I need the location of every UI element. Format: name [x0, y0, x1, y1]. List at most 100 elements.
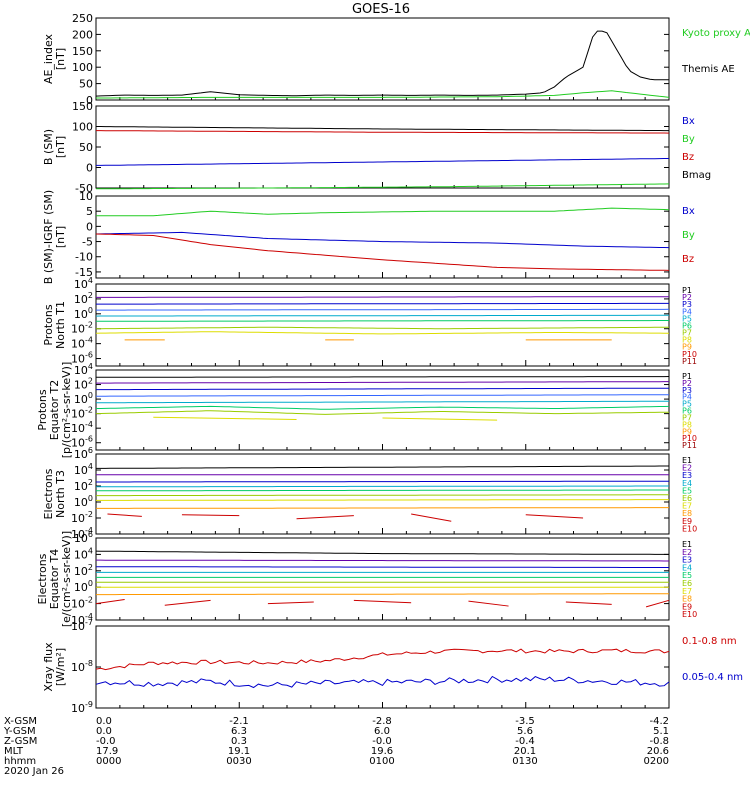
- legend-label: P2: [682, 379, 692, 388]
- legend-label: E5: [682, 486, 692, 495]
- series-line-p3: [96, 302, 669, 305]
- legend-label: P6: [682, 407, 692, 416]
- series-line-p4: [96, 394, 669, 397]
- series-line-e7: [96, 499, 669, 501]
- series-segment-e9: [267, 601, 314, 605]
- series-segment-e9: [296, 515, 354, 520]
- y-axis-label: Electrons: [42, 468, 55, 519]
- y-tick-label: 250: [72, 12, 93, 25]
- legend-label: E9: [682, 602, 692, 611]
- x-row-label: hhmm: [4, 756, 36, 767]
- series-segment-e9: [164, 599, 211, 606]
- series-line-e3: [96, 566, 669, 568]
- legend-label: E8: [682, 595, 692, 604]
- y-tick-label: 100: [74, 306, 93, 321]
- legend-label: Bx: [682, 116, 695, 127]
- legend-label: E9: [682, 517, 692, 526]
- series-line-e8: [96, 593, 669, 596]
- panel-bsm: -50 0 50 100 150 B (SM) [nT] Bx By Bz Bmag: [42, 100, 711, 195]
- legend-label: P10: [682, 350, 697, 359]
- x-row-label: Y-GSM: [3, 726, 36, 737]
- legend-label: P8: [682, 420, 692, 429]
- series-line-p1: [96, 376, 670, 378]
- x-row-label: X-GSM: [4, 716, 37, 727]
- y-axis-label: [nT]: [54, 226, 67, 248]
- x-row-value: -4.2: [649, 716, 669, 727]
- panel-ae: 0 50 100 150 200 250 AE_index [nT] Kyoto proxy A…: [42, 12, 750, 107]
- series-line-p2: [96, 296, 669, 298]
- y-tick-label: 10-4: [71, 336, 93, 351]
- y-axis-label: B (SM): [42, 129, 55, 165]
- legend-label: P3: [682, 386, 692, 395]
- series-line-p6: [96, 320, 669, 322]
- series-line-e6: [96, 494, 669, 497]
- series-line-e3: [96, 480, 669, 483]
- series-line-bz: [96, 130, 670, 134]
- series-segment-p8: [382, 417, 498, 421]
- legend-label: Kyoto proxy AE: [682, 28, 750, 39]
- y-tick-label: 10-2: [71, 596, 93, 611]
- y-tick-label: 106: [74, 446, 93, 461]
- panel-frame: [95, 105, 670, 189]
- x-row-label: MLT: [4, 746, 24, 757]
- series-segment-e9: [181, 514, 240, 517]
- y-tick-label: 100: [74, 579, 93, 594]
- legend-label: E7: [682, 502, 692, 511]
- x-row-value: 5.6: [517, 726, 533, 737]
- y-tick-label: 50: [79, 78, 93, 91]
- legend-label: P6: [682, 321, 692, 330]
- legend-label: P10: [682, 434, 697, 443]
- y-tick-label: 104: [74, 276, 93, 291]
- y-tick-label: 106: [74, 530, 93, 545]
- y-tick-label: 104: [74, 546, 93, 561]
- series-line-p2: [96, 381, 669, 384]
- y-tick-label: 104: [74, 462, 93, 477]
- legend-label: E2: [682, 548, 692, 557]
- series-line-p7: [95, 410, 669, 415]
- series-segment-e9: [107, 513, 142, 517]
- legend-label: E10: [682, 610, 697, 619]
- y-tick-label: 102: [74, 291, 93, 306]
- x-row-value: -0.0: [96, 736, 116, 747]
- x-row-value: 19.6: [371, 746, 393, 757]
- legend-label: E10: [682, 524, 697, 533]
- x-row-value: 0.0: [96, 716, 112, 727]
- x-row-value: 20.6: [647, 746, 669, 757]
- legend-label: E2: [682, 464, 692, 473]
- legend-label: P11: [682, 357, 697, 366]
- legend-label: E6: [682, 579, 692, 588]
- y-tick-label: 102: [74, 478, 93, 493]
- y-axis-label: AE_index: [42, 33, 55, 84]
- series-line-e1: [95, 550, 669, 555]
- legend-label: P8: [682, 336, 692, 345]
- x-row-value: -0.8: [649, 736, 669, 747]
- series-segment-e9: [353, 599, 412, 604]
- panel-frame: [95, 537, 670, 621]
- legend-label: 0.05-0.4 nm: [682, 672, 743, 683]
- legend-label: P7: [682, 329, 692, 338]
- legend-label: P1: [682, 372, 692, 381]
- series-segment-e9: [525, 514, 584, 519]
- y-tick-label: 0: [86, 162, 93, 175]
- y-tick-label: 0: [86, 94, 93, 107]
- legend-label: P5: [682, 400, 692, 409]
- series-line-by: [96, 183, 670, 190]
- series-line-p8: [95, 331, 669, 335]
- series-line-themis-ae: [95, 30, 669, 97]
- panel-frame: [95, 17, 670, 101]
- x-row-value: -2.1: [229, 716, 249, 727]
- x-row-value: 0130: [512, 756, 537, 767]
- legend-label: Bz: [682, 254, 694, 265]
- x-row-value: 0030: [226, 756, 251, 767]
- y-tick-label: 150: [72, 100, 93, 113]
- y-axis-label: Xray flux: [42, 642, 55, 692]
- legend-label: Bmag: [682, 170, 711, 181]
- y-tick-label: -15: [75, 266, 93, 279]
- y-tick-label: 200: [72, 28, 93, 41]
- series-line-bx: [96, 158, 669, 166]
- panels: 0 50 100 150 200 250 AE_index [nT] Kyoto proxy A…: [36, 12, 750, 715]
